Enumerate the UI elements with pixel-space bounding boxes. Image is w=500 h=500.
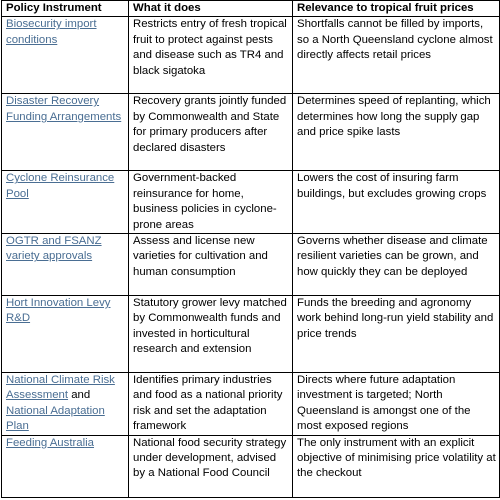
instrument-cell: OGTR and FSANZ variety approvals <box>1 233 129 297</box>
instrument-cell: Biosecurity import conditions <box>1 16 129 95</box>
instrument-cell: Hort Innovation Levy R&D <box>1 295 129 374</box>
instrument-cell: Feeding Australia <box>1 434 129 498</box>
instrument-cell: Cyclone Reinsurance Pool <box>1 170 129 235</box>
relevance-cell: Lowers the cost of insuring farm buildin… <box>292 170 500 235</box>
table-body: Biosecurity import conditions Restricts e… <box>1 16 500 498</box>
table-row: Hort Innovation Levy R&D Statutory grower… <box>1 295 500 374</box>
column-header: Policy Instrument <box>1 0 129 18</box>
what-it-does-cell: Recovery grants jointly funded by Common… <box>128 93 293 172</box>
what-it-does-cell: Assess and license new varieties for cul… <box>128 233 293 297</box>
table-row: Biosecurity import conditions Restricts e… <box>1 16 500 95</box>
table-row: OGTR and FSANZ variety approvals Assess a… <box>1 233 500 297</box>
table-row: National Climate Risk Assessment and Nat… <box>1 372 500 436</box>
column-header: What it does <box>128 0 293 18</box>
instrument-cell: Disaster Recovery Funding Arrangements <box>1 93 129 172</box>
relevance-cell: Governs whether disease and climate resi… <box>292 233 500 297</box>
instrument-link[interactable]: Biosecurity import conditions <box>6 18 97 46</box>
instrument-text: and <box>71 389 91 402</box>
instrument-cell: National Climate Risk Assessment and Nat… <box>1 372 129 436</box>
relevance-cell: The only instrument with an explicit obj… <box>292 434 500 498</box>
header-row: Policy Instrument What it does Relevance t… <box>1 0 500 18</box>
table-row: Cyclone Reinsurance Pool Government-backe… <box>1 170 500 235</box>
relevance-cell: Funds the breeding and agronomy work beh… <box>292 295 500 374</box>
instrument-link[interactable]: National Adaptation Plan <box>6 404 105 433</box>
instrument-link[interactable]: Disaster Recovery Funding Arrangements <box>6 95 122 123</box>
table-row: Feeding Australia National food security … <box>1 434 500 498</box>
relevance-cell: Directs where future adaptation investme… <box>292 372 500 436</box>
instrument-link[interactable]: National Climate Risk Assessment <box>6 374 115 402</box>
instrument-link[interactable]: Cyclone Reinsurance Pool <box>6 172 115 200</box>
instrument-link[interactable]: Hort Innovation Levy R&D <box>6 297 111 325</box>
relevance-cell: Shortfalls cannot be filled by imports, … <box>292 16 500 95</box>
column-header: Relevance to tropical fruit prices <box>292 0 500 18</box>
relevance-cell: Determines speed of replanting, which de… <box>292 93 500 172</box>
what-it-does-cell: Government-backed reinsurance for home, … <box>128 170 293 235</box>
table-row: Disaster Recovery Funding Arrangements Re… <box>1 93 500 172</box>
what-it-does-cell: Identifies primary industries and food a… <box>128 372 293 436</box>
instrument-link[interactable]: OGTR and FSANZ variety approvals <box>6 235 102 263</box>
what-it-does-cell: Statutory grower levy matched by Commonw… <box>128 295 293 374</box>
instrument-link[interactable]: Feeding Australia <box>6 436 95 449</box>
what-it-does-cell: National food security strategy under de… <box>128 434 293 498</box>
what-it-does-cell: Restricts entry of fresh tropical fruit … <box>128 16 293 95</box>
